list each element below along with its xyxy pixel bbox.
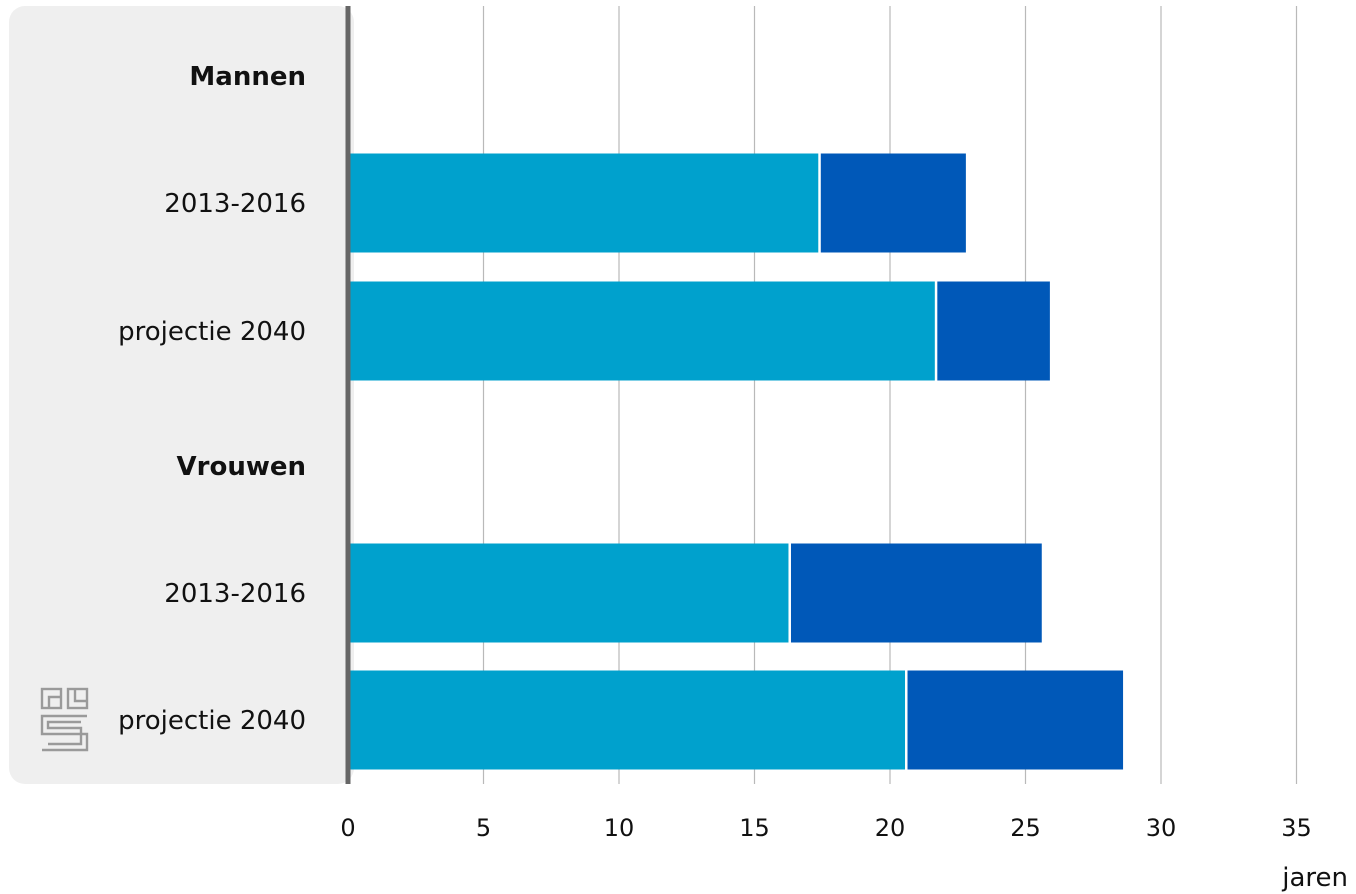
x-tick-label: 25 <box>1010 814 1041 842</box>
bars <box>348 153 1124 770</box>
bar-segment-1 <box>348 670 907 770</box>
x-tick-label: 15 <box>739 814 770 842</box>
gridlines <box>482 6 1298 784</box>
cbs-logo <box>40 687 89 752</box>
x-tick-label: 20 <box>875 814 906 842</box>
bar-segment-1 <box>348 543 790 643</box>
category-labels: Mannen 2013-2016 projectie 2040 Vrouwen 2013… <box>118 62 306 736</box>
bar-segment-2 <box>936 281 1050 381</box>
group-label: Vrouwen <box>177 452 306 482</box>
bar-segment-1 <box>348 153 820 253</box>
x-tick-label: 0 <box>340 814 355 842</box>
bar-segment-2 <box>819 153 966 253</box>
x-tick-label: 10 <box>604 814 635 842</box>
label-panel <box>9 6 354 784</box>
category-label: 2013-2016 <box>164 189 306 219</box>
x-tick-label: 5 <box>476 814 491 842</box>
bar-segment-1 <box>348 281 937 381</box>
category-label: projectie 2040 <box>118 317 306 347</box>
x-unit-label: jaren <box>1281 863 1348 893</box>
group-label: Mannen <box>189 62 306 92</box>
x-tick-label: 30 <box>1146 814 1177 842</box>
bar-segment-2 <box>789 543 1042 643</box>
category-label: projectie 2040 <box>118 706 306 736</box>
x-tick-labels: 0 5 10 15 20 25 30 35 <box>340 814 1311 842</box>
bar-segment-2 <box>906 670 1124 770</box>
category-label: 2013-2016 <box>164 579 306 609</box>
x-tick-label: 35 <box>1281 814 1312 842</box>
